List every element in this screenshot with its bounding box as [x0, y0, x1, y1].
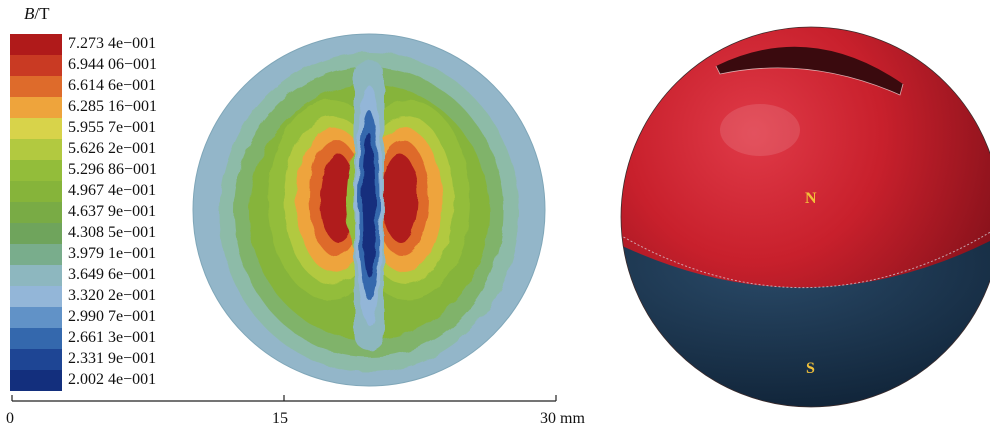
legend-label: 2.661 3e−001 — [68, 329, 157, 346]
legend-label: 3.979 1e−001 — [68, 245, 157, 262]
legend-swatch — [10, 307, 62, 328]
legend-title: B/T — [24, 4, 50, 24]
magnet-sphere — [621, 27, 990, 407]
south-hemisphere — [621, 225, 990, 407]
legend-swatch — [10, 118, 62, 139]
contour-disc-outline — [192, 33, 546, 387]
legend-swatch — [10, 76, 62, 97]
scale-bar: 0 15 30 mm — [0, 390, 600, 434]
sphere-outline — [620, 26, 990, 408]
legend-label: 3.649 6e−001 — [68, 266, 157, 283]
contour-lobe-left — [320, 154, 356, 242]
legend-swatch — [10, 223, 62, 244]
legend-swatch — [10, 265, 62, 286]
legend-swatch — [10, 370, 62, 391]
south-pole-label: S — [806, 360, 815, 377]
legend-swatch — [10, 34, 62, 55]
legend-swatch — [10, 349, 62, 370]
legend-label: 4.308 5e−001 — [68, 224, 157, 241]
legend-label: 5.626 2e−001 — [68, 140, 157, 157]
legend-swatch — [10, 139, 62, 160]
legend-label: 4.637 9e−001 — [68, 203, 157, 220]
legend-label: 7.273 4e−001 — [68, 35, 157, 52]
legend-swatch — [10, 55, 62, 76]
legend-label: 2.331 9e−001 — [68, 350, 157, 367]
legend-label: 3.320 2e−001 — [68, 287, 157, 304]
legend-label: 2.002 4e−001 — [68, 371, 157, 388]
contour-lobe-right — [382, 154, 418, 242]
scale-tick-label-15: 15 — [272, 410, 288, 427]
sphere-slot — [716, 46, 903, 95]
legend-swatch — [10, 328, 62, 349]
legend-label: 6.285 16−001 — [68, 98, 158, 115]
legend-title-unit: /T — [34, 4, 50, 23]
north-pole-label: N — [805, 190, 817, 207]
legend-label: 5.296 86−001 — [68, 161, 158, 178]
legend-swatch — [10, 244, 62, 265]
scale-tick-label-30: 30 mm — [540, 410, 585, 427]
legend-swatch — [10, 286, 62, 307]
legend-label: 2.990 7e−001 — [68, 308, 157, 325]
legend-swatch — [10, 181, 62, 202]
legend-label: 6.944 06−001 — [68, 56, 158, 73]
legend-label: 4.967 4e−001 — [68, 182, 157, 199]
legend-swatch — [10, 97, 62, 118]
contour-disc — [193, 34, 545, 386]
pole-boundary — [621, 224, 990, 289]
contour-channel — [362, 133, 376, 277]
sphere-slot-edge — [715, 65, 904, 96]
legend-label: 6.614 6e−001 — [68, 77, 157, 94]
legend-title-variable: B — [24, 4, 35, 23]
legend-swatch — [10, 160, 62, 181]
legend-label: 5.955 7e−001 — [68, 119, 157, 136]
sphere-highlight — [720, 104, 800, 156]
scale-tick-label-0: 0 — [6, 410, 14, 427]
legend-swatch — [10, 202, 62, 223]
